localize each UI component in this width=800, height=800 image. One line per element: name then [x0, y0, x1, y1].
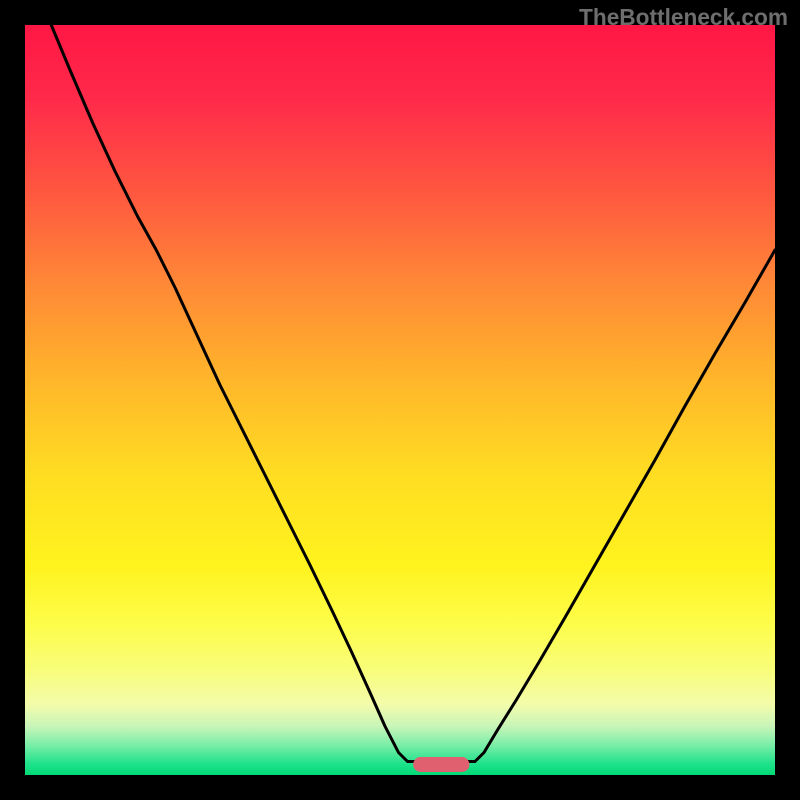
watermark-text: TheBottleneck.com — [579, 4, 788, 31]
chart-container: TheBottleneck.com — [0, 0, 800, 800]
bottleneck-chart — [0, 0, 800, 800]
optimal-marker — [413, 757, 469, 772]
chart-plot-background — [25, 25, 775, 775]
